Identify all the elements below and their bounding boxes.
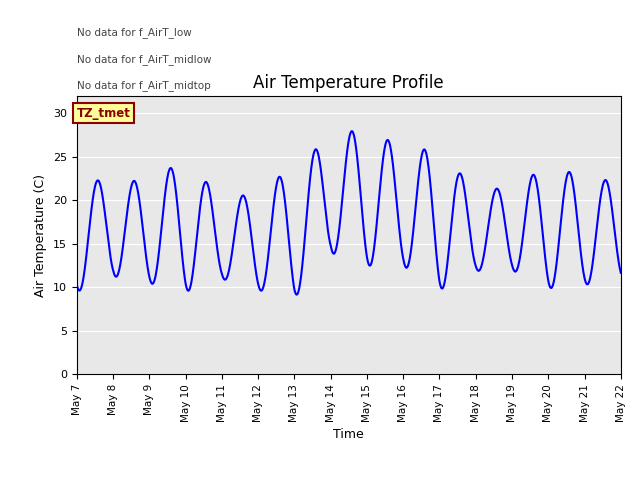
Text: TZ_tmet: TZ_tmet xyxy=(77,107,131,120)
Text: No data for f_AirT_midlow: No data for f_AirT_midlow xyxy=(77,54,211,65)
Text: No data for f_AirT_low: No data for f_AirT_low xyxy=(77,27,191,38)
Title: Air Temperature Profile: Air Temperature Profile xyxy=(253,73,444,92)
Y-axis label: Air Temperature (C): Air Temperature (C) xyxy=(35,174,47,297)
Text: No data for f_AirT_midtop: No data for f_AirT_midtop xyxy=(77,80,211,91)
X-axis label: Time: Time xyxy=(333,428,364,441)
